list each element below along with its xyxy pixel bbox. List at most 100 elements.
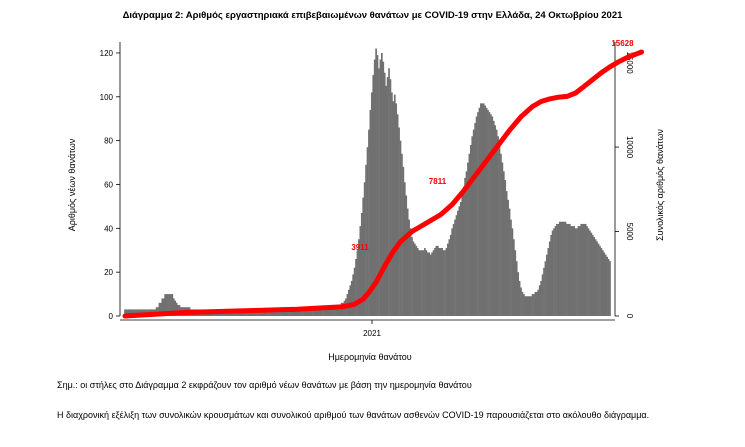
bar [175,302,178,316]
bar [286,309,288,316]
bar [566,223,568,316]
bar [316,307,319,316]
bar [511,228,514,316]
bar [383,72,386,316]
bar [557,223,560,316]
bar [369,109,372,317]
bar [452,223,455,316]
bar [464,177,466,316]
bar [293,309,296,316]
bar [398,127,400,316]
bar [538,285,541,316]
bar [401,153,403,316]
bar [300,309,303,316]
bar [348,289,350,316]
bar [601,250,604,316]
bar [439,248,442,316]
bar [459,202,462,316]
bar [363,182,366,316]
bar [273,309,276,316]
bar [606,256,608,316]
bar [434,248,436,316]
bar [581,223,584,316]
annotations: 3911 7811 15628 [351,39,634,252]
bar [162,298,165,316]
bar [127,309,129,316]
bar [378,68,380,316]
bar [170,294,172,316]
bar [458,206,461,316]
bar [474,123,476,316]
bar [492,120,495,316]
bar [411,237,413,316]
bar [287,309,290,316]
bar [543,267,545,316]
bar [484,105,487,317]
bar [451,228,454,316]
bar [419,250,422,316]
bar [467,162,469,316]
bar [327,307,330,316]
bar [599,245,601,316]
bar [406,208,409,316]
bar [537,289,540,316]
bar [385,85,387,316]
data-label: 3911 [351,243,369,252]
bar [508,208,511,316]
bar [358,239,360,316]
bar [129,309,132,316]
bar [426,252,429,316]
bar [299,309,301,316]
bar-series [124,48,611,317]
cumulative-deaths-line [122,49,645,319]
bar [174,300,177,316]
bar [553,228,555,316]
bar [528,296,531,316]
bar [165,294,168,316]
bar [494,125,497,317]
bar [132,309,135,316]
bar [541,274,544,316]
bar [556,223,558,316]
bar [550,234,553,316]
bar [507,199,509,316]
bar [276,309,278,316]
axes: 0 20 40 60 80 100 120 0 5000 10000 15000 2021 [100,42,634,338]
bar [560,221,563,316]
bar [454,219,456,316]
data-label: 7811 [429,177,447,186]
bar [540,280,542,316]
bar [520,287,522,316]
bar [332,305,334,316]
bar [337,305,340,316]
bar [514,250,517,316]
bar [461,195,464,316]
bar [294,309,297,316]
bar [441,248,443,316]
bar [546,254,548,316]
bar [349,285,352,316]
y-tick-label: 20 [104,268,113,277]
y-tick-label: 80 [104,137,113,146]
bar [340,302,343,316]
bar [352,274,354,316]
bar [428,252,431,316]
bar [488,112,491,316]
bar [468,153,471,316]
bar [388,68,390,316]
bar [161,298,164,316]
y-tick-label: 60 [104,180,113,189]
bar [281,309,284,316]
bar [312,307,314,316]
bar [457,210,459,316]
bar [544,261,547,316]
bar [425,250,428,316]
bar [269,309,271,316]
bar [431,252,433,316]
bar [462,186,465,316]
bar [279,309,281,316]
bar [339,305,342,316]
bar [362,197,365,316]
bar [432,250,435,316]
bar [307,309,310,316]
